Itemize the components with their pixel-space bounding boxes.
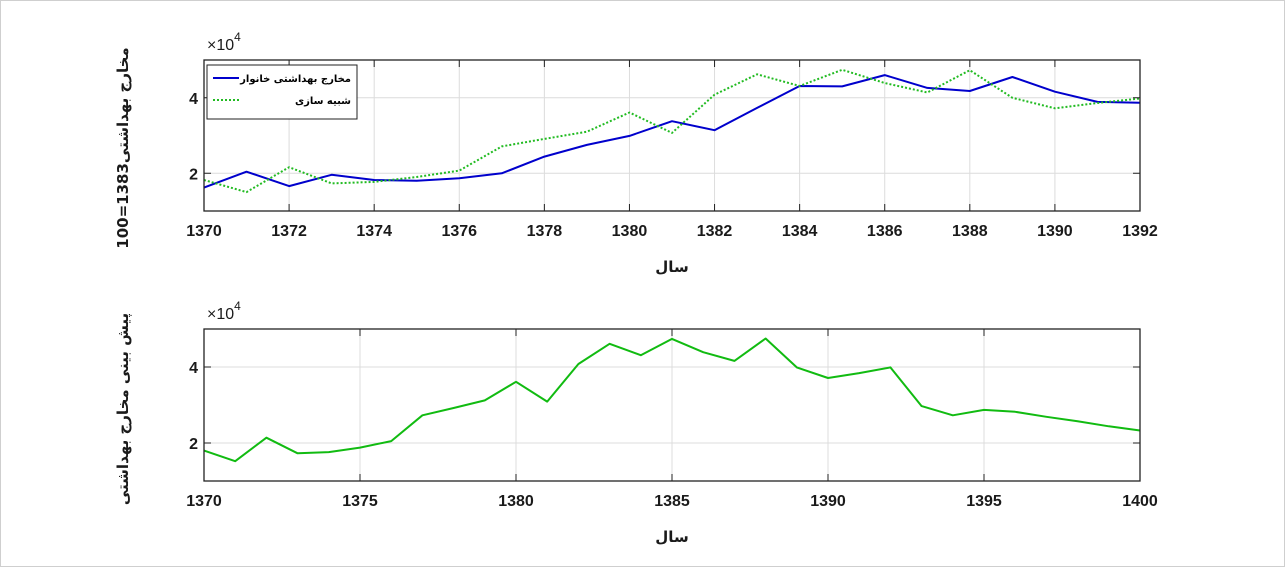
x-axis-label-top: سال xyxy=(655,258,688,276)
x-tick-label: 1374 xyxy=(356,223,392,240)
x-tick-label: 1400 xyxy=(1122,493,1158,510)
x-tick-label: 1372 xyxy=(271,223,307,240)
chart-top: 1370 1372 1374 1376 1378 1380 1382 1384 1386 1388… xyxy=(114,30,1158,276)
y-axis-label-top: مخارج بهداشتی1383=100 xyxy=(114,47,132,248)
axes-box-top xyxy=(203,59,1141,212)
y-exponent-top: ×104 xyxy=(207,30,241,54)
y-tick-label: 2 xyxy=(189,166,198,183)
y-exponent-bottom: ×104 xyxy=(207,299,241,323)
x-tick-label: 1390 xyxy=(810,493,846,510)
grid-bottom xyxy=(203,329,1141,481)
x-tick-label: 1386 xyxy=(867,223,903,240)
legend-top: مخارج بهداشتی خانوار شبیه سازی xyxy=(206,64,358,120)
series-line-1 xyxy=(203,74,1141,189)
x-tick-label: 1390 xyxy=(1037,223,1073,240)
legend-label: مخارج بهداشتی خانوار xyxy=(239,74,351,85)
legend-box xyxy=(206,64,358,120)
series-lines-bottom xyxy=(203,337,1141,463)
x-tick-label: 1382 xyxy=(697,223,733,240)
x-tick-label: 1370 xyxy=(186,493,222,510)
x-tick-label: 1380 xyxy=(498,493,534,510)
x-tick-label: 1388 xyxy=(952,223,988,240)
ticks-top: 1370 1372 1374 1376 1378 1380 1382 1384 1386 1388… xyxy=(186,60,1158,240)
y-tick-label: 4 xyxy=(189,91,198,108)
x-tick-label: 1370 xyxy=(186,223,222,240)
series-line-2 xyxy=(203,68,1141,194)
x-tick-label: 1392 xyxy=(1122,223,1158,240)
y-tick-label: 4 xyxy=(189,360,198,377)
x-tick-label: 1376 xyxy=(441,223,477,240)
y-axis-label-bottom: پیش بینی مخارج بهداشتی xyxy=(114,313,133,505)
y-tick-label: 2 xyxy=(189,436,198,453)
series-lines-top xyxy=(203,68,1141,194)
x-axis-label-bottom: سال xyxy=(655,528,688,546)
x-tick-label: 1395 xyxy=(966,493,1002,510)
x-tick-label: 1378 xyxy=(527,223,563,240)
x-tick-label: 1380 xyxy=(612,223,648,240)
x-tick-label: 1375 xyxy=(342,493,378,510)
series-line-1 xyxy=(203,337,1141,463)
ticks-bottom: 1370 1375 1380 1385 1390 1395 1400 2 4 xyxy=(186,329,1158,510)
x-tick-label: 1384 xyxy=(782,223,818,240)
legend-label: شبیه سازی xyxy=(295,96,351,107)
x-tick-label: 1385 xyxy=(654,493,690,510)
